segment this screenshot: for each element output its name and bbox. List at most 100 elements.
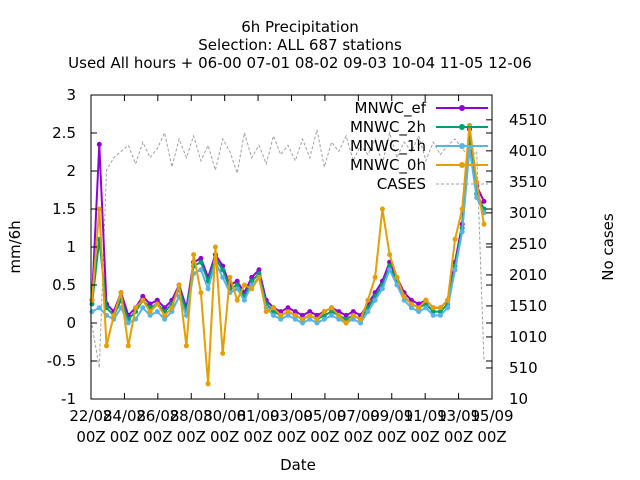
data-point <box>445 305 451 311</box>
data-point <box>96 206 102 212</box>
x-tick-label: 30/08 <box>203 407 246 425</box>
data-point <box>256 271 262 277</box>
data-point <box>278 312 284 318</box>
data-point <box>416 305 422 311</box>
data-point <box>169 305 175 311</box>
data-point <box>285 305 291 311</box>
plot-frame <box>90 94 493 400</box>
legend-label: MNWC_ef <box>355 99 427 118</box>
data-point <box>205 286 211 292</box>
y2-tick-label: 10 <box>509 390 528 408</box>
data-point <box>198 259 204 265</box>
data-point <box>227 274 233 280</box>
y-tick-label: 1.5 <box>52 200 76 218</box>
chart-title-line: Used All hours + 06-00 07-01 08-02 09-03… <box>68 54 532 72</box>
data-point <box>133 305 139 311</box>
data-point <box>300 320 305 326</box>
data-point <box>358 320 364 326</box>
data-point <box>154 309 160 315</box>
data-point <box>162 316 168 322</box>
data-point <box>183 343 189 349</box>
data-point <box>452 267 458 273</box>
y2-tick-label: 3010 <box>509 204 547 222</box>
data-point <box>481 221 487 227</box>
data-point <box>372 297 378 303</box>
y2-tick-label: 1510 <box>509 297 547 315</box>
y-tick-label: -0.5 <box>47 352 76 370</box>
cases-series <box>91 129 485 369</box>
data-point <box>408 305 414 311</box>
data-point <box>379 206 385 212</box>
data-point <box>445 297 451 303</box>
x-tick-label-time: 00Z <box>76 428 105 446</box>
data-point <box>350 309 356 315</box>
data-point <box>307 312 313 318</box>
x-tick-label-time: 00Z <box>444 428 473 446</box>
x-tick-label-time: 00Z <box>344 428 373 446</box>
data-point <box>271 305 276 311</box>
x-tick-label-time: 00Z <box>277 428 306 446</box>
x-tick-label-time: 00Z <box>143 428 172 446</box>
y2-axis-label: No cases <box>599 213 617 281</box>
data-point <box>234 297 240 303</box>
data-point <box>329 305 335 311</box>
chart-title-line: 6h Precipitation <box>241 18 359 36</box>
data-point <box>408 301 414 307</box>
data-point <box>292 316 298 322</box>
data-point <box>234 278 240 284</box>
y2-tick-label: 4010 <box>509 142 547 160</box>
data-point <box>198 267 204 273</box>
x-tick-label-time: 00Z <box>410 428 439 446</box>
data-point <box>278 316 284 322</box>
data-point <box>111 312 117 318</box>
x-axis-label: Date <box>280 456 316 474</box>
x-tick-label: 22/08 <box>69 407 112 425</box>
legend-marker <box>459 162 465 168</box>
data-point <box>256 274 262 280</box>
legend-marker <box>459 124 465 130</box>
y2-tick-label: 1010 <box>509 328 547 346</box>
data-point <box>234 286 240 292</box>
x-tick-label-time: 00Z <box>310 428 339 446</box>
data-point <box>430 305 436 311</box>
y2-tick-label: 3510 <box>509 173 547 191</box>
y2-tick-label: 2510 <box>509 235 547 253</box>
x-tick-label: 05/09 <box>303 407 346 425</box>
legend-label: MNWC_1h <box>350 137 426 156</box>
data-point <box>387 267 393 273</box>
x-tick-label: 11/09 <box>404 407 447 425</box>
data-point <box>358 316 364 322</box>
y-axis-ticks: 3 2.5 2 1.5 1 0.5 0 -0.5 -1 <box>47 86 492 408</box>
data-point <box>292 309 298 315</box>
data-point <box>140 305 146 311</box>
data-point <box>249 286 255 292</box>
y-tick-label: 2 <box>66 162 76 180</box>
data-point <box>241 297 247 303</box>
y-tick-label: 1 <box>66 238 76 256</box>
y2-tick-label: 4510 <box>509 111 547 129</box>
chart-title-line: Selection: ALL 687 stations <box>198 36 402 54</box>
data-point <box>125 343 131 349</box>
data-point <box>154 297 160 303</box>
data-point <box>329 312 335 318</box>
data-point <box>372 274 378 280</box>
data-point <box>198 255 204 261</box>
precip-series <box>89 122 487 387</box>
data-point <box>89 309 95 315</box>
data-point <box>437 305 443 311</box>
x-tick-label-time: 00Z <box>110 428 139 446</box>
data-point <box>307 316 313 322</box>
data-point <box>140 297 146 303</box>
legend-label: MNWC_0h <box>350 156 426 175</box>
data-point <box>176 282 182 288</box>
x-tick-label-time: 00Z <box>243 428 272 446</box>
legend-marker <box>459 143 465 149</box>
data-point <box>387 252 393 258</box>
data-point <box>104 343 109 349</box>
y-tick-label: 0 <box>66 314 76 332</box>
data-point <box>263 309 269 315</box>
y2-tick-label: 510 <box>509 359 538 377</box>
data-point <box>387 263 393 269</box>
